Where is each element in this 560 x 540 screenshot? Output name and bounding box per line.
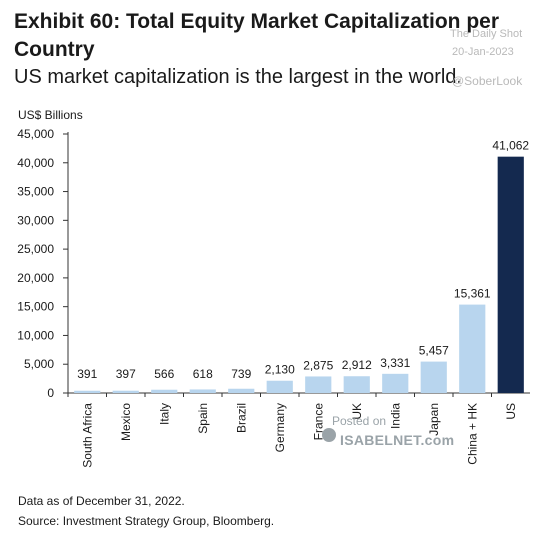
bar-value-label: 5,457 bbox=[419, 344, 449, 358]
bar bbox=[266, 380, 293, 393]
x-tick-label: Brazil bbox=[234, 403, 248, 433]
x-tick-label: India bbox=[388, 403, 402, 429]
y-tick-label: 40,000 bbox=[17, 156, 54, 170]
bar bbox=[497, 156, 524, 393]
bar bbox=[420, 361, 447, 393]
x-tick-label: Germany bbox=[273, 403, 287, 452]
bar-value-label: 15,361 bbox=[454, 287, 491, 301]
bar bbox=[151, 389, 178, 393]
y-tick-label: 0 bbox=[47, 386, 54, 400]
bar bbox=[305, 376, 332, 393]
y-tick-label: 25,000 bbox=[17, 242, 54, 256]
x-tick-label: Italy bbox=[157, 403, 171, 425]
watermark-source: The Daily Shot bbox=[450, 28, 523, 40]
isabelnet-logo-icon bbox=[322, 428, 336, 442]
watermark-date: 20-Jan-2023 bbox=[452, 46, 514, 58]
footnote-source: Source: Investment Strategy Group, Bloom… bbox=[18, 514, 275, 528]
bar-value-label: 2,912 bbox=[342, 358, 372, 372]
bar bbox=[382, 373, 409, 393]
bar-value-label: 391 bbox=[77, 367, 97, 381]
bar bbox=[74, 390, 101, 393]
x-tick-label: UK bbox=[350, 403, 364, 420]
bar bbox=[112, 390, 139, 393]
bar bbox=[459, 304, 486, 393]
bar-value-label: 2,130 bbox=[265, 363, 295, 377]
bar bbox=[343, 376, 370, 393]
footnote-data-date: Data as of December 31, 2022. bbox=[18, 494, 185, 508]
chart-title: Exhibit 60: Total Equity Market Capitali… bbox=[14, 10, 500, 61]
bar bbox=[189, 389, 216, 393]
watermark-handle: @SoberLook bbox=[452, 74, 523, 88]
x-tick-label: Mexico bbox=[119, 403, 133, 441]
x-tick-label: Japan bbox=[427, 403, 441, 436]
bar-value-label: 618 bbox=[193, 367, 213, 381]
chart-subtitle: US market capitalization is the largest … bbox=[14, 66, 462, 88]
x-tick-label: Spain bbox=[196, 403, 210, 434]
x-tick-label: South Africa bbox=[80, 403, 94, 468]
y-tick-label: 15,000 bbox=[17, 300, 54, 314]
y-tick-label: 45,000 bbox=[17, 127, 54, 141]
y-axis-unit-label: US$ Billions bbox=[18, 108, 83, 122]
y-tick-label: 20,000 bbox=[17, 271, 54, 285]
bar-value-label: 739 bbox=[231, 367, 251, 381]
bar bbox=[228, 388, 255, 393]
y-tick-label: 10,000 bbox=[17, 328, 54, 342]
bar-value-label: 3,331 bbox=[380, 356, 410, 370]
y-tick-label: 30,000 bbox=[17, 213, 54, 227]
bar-value-label: 566 bbox=[154, 367, 174, 381]
y-tick-label: 5,000 bbox=[24, 357, 54, 371]
bar-value-label: 41,062 bbox=[492, 139, 529, 153]
y-tick-label: 35,000 bbox=[17, 185, 54, 199]
x-tick-label: US bbox=[504, 403, 518, 420]
stamp-posted-on: Posted on bbox=[332, 414, 387, 428]
x-tick-label: China + HK bbox=[465, 403, 479, 465]
x-tick-label: France bbox=[311, 403, 325, 441]
bar-value-label: 2,875 bbox=[303, 358, 333, 372]
bar-value-label: 397 bbox=[116, 367, 136, 381]
stamp-site: ISABELNET.com bbox=[340, 432, 455, 448]
